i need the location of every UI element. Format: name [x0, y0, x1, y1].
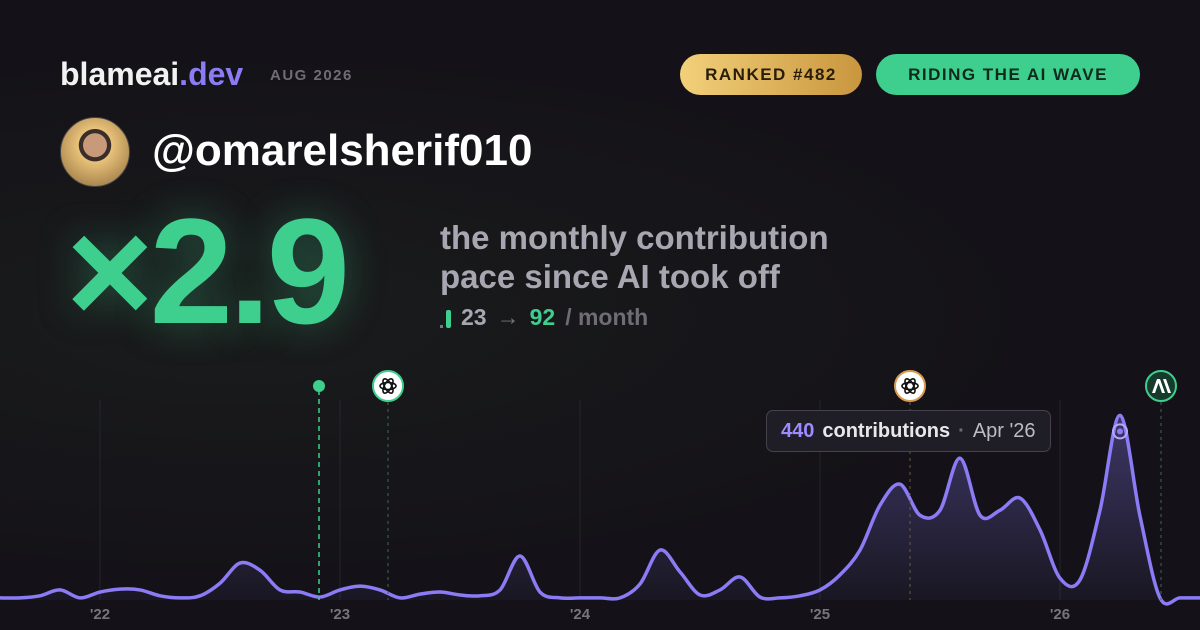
ai-events — [313, 370, 1177, 600]
x-tick-label: '23 — [330, 606, 350, 623]
line — [0, 413, 1200, 606]
tooltip-separator: · — [958, 419, 965, 442]
event-logo — [379, 378, 397, 394]
pace: 23 → 92 / month — [440, 304, 648, 331]
area — [0, 415, 1200, 604]
event-logo — [901, 378, 919, 394]
x-tick-label: '26 — [1050, 606, 1070, 623]
x-tick-label: '22 — [90, 606, 110, 623]
peak-marker-core — [1117, 428, 1123, 435]
pace-arrow: → — [496, 304, 520, 330]
tooltip-value: 440 — [781, 419, 815, 442]
pace-unit: / month — [565, 304, 649, 330]
peak-marker — [1112, 423, 1128, 440]
event-icon — [894, 370, 926, 402]
tooltip-unit: contributions — [822, 419, 951, 442]
status-badge: RIDING THE AI WAVE — [876, 54, 1140, 95]
pace-icon — [440, 308, 451, 328]
x-tick-label: '25 — [810, 606, 830, 623]
multiplier: ×2.9 — [66, 187, 350, 355]
x-tick-label: '24 — [570, 606, 591, 623]
brand-name: blameai — [60, 56, 180, 92]
tooltip: 440 contributions · Apr '26 — [766, 410, 1051, 452]
tooltip-date: Apr '26 — [972, 419, 1036, 442]
handle: @omarelsherif010 — [152, 126, 533, 175]
rank-badge: RANKED #482 — [680, 54, 862, 95]
event-logo — [1152, 379, 1171, 393]
caption: the monthly contribution pace since AI t… — [440, 219, 829, 295]
avatar — [60, 117, 130, 187]
brand: blameai.dev — [60, 56, 243, 93]
pace-before: 23 — [461, 304, 487, 330]
period: AUG 2026 — [270, 67, 353, 84]
event-dot — [313, 380, 325, 392]
event-icon — [372, 370, 404, 402]
brand-suffix: .dev — [179, 56, 244, 92]
pace-after: 92 — [529, 304, 556, 330]
